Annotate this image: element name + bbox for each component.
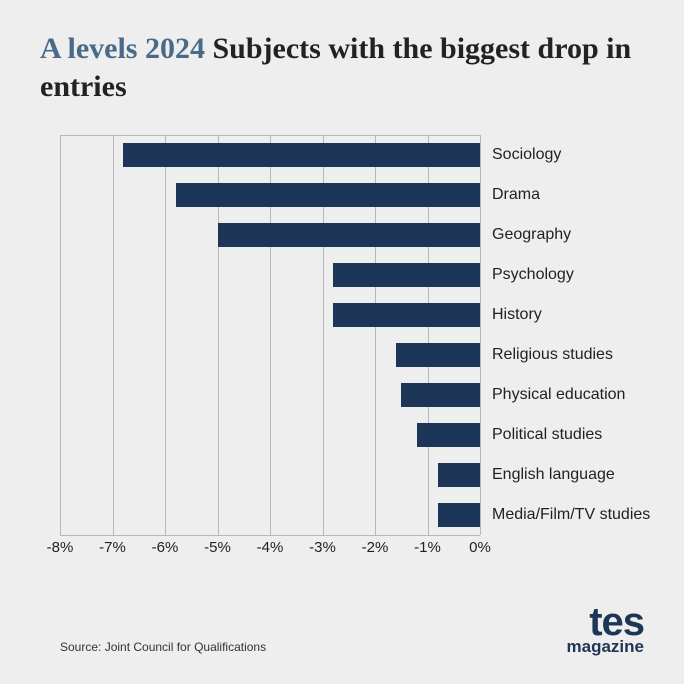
x-tick-label: -3% [309, 539, 336, 556]
bar-label: Political studies [492, 423, 602, 447]
x-tick-label: -8% [47, 539, 74, 556]
x-tick-label: -2% [362, 539, 389, 556]
bar-label: Media/Film/TV studies [492, 503, 650, 527]
bar [218, 223, 481, 247]
bar-row: Geography [60, 215, 680, 255]
title-accent: A levels 2024 [40, 32, 205, 65]
bar-label: History [492, 303, 542, 327]
x-tick-label: -6% [152, 539, 179, 556]
tes-logo: tes magazine [567, 606, 644, 654]
bar-row: History [60, 295, 680, 335]
x-tick-label: -4% [257, 539, 284, 556]
bar-row: Media/Film/TV studies [60, 495, 680, 535]
bar [401, 383, 480, 407]
bar-label: Religious studies [492, 343, 613, 367]
x-tick-label: -1% [414, 539, 441, 556]
bar-label: Physical education [492, 383, 625, 407]
logo-main: tes [567, 606, 644, 638]
chart-title: A levels 2024 Subjects with the biggest … [40, 30, 644, 105]
bar-label: Psychology [492, 263, 574, 287]
x-tick-label: -5% [204, 539, 231, 556]
bar-row: Religious studies [60, 335, 680, 375]
bar-row: Political studies [60, 415, 680, 455]
bar [438, 463, 480, 487]
bar [123, 143, 480, 167]
bar-row: Physical education [60, 375, 680, 415]
bar-row: Psychology [60, 255, 680, 295]
bar-row: English language [60, 455, 680, 495]
bar-label: Geography [492, 223, 571, 247]
bar-chart: -8%-7%-6%-5%-4%-3%-2%-1%0%SociologyDrama… [60, 135, 634, 535]
bar-label: Drama [492, 183, 540, 207]
bar [396, 343, 480, 367]
axis-line-bottom [60, 535, 480, 536]
bar-row: Sociology [60, 135, 680, 175]
bar-row: Drama [60, 175, 680, 215]
bar [417, 423, 480, 447]
bar [176, 183, 481, 207]
source-text: Source: Joint Council for Qualifications [60, 640, 266, 654]
x-tick-label: 0% [469, 539, 491, 556]
bar-label: Sociology [492, 143, 561, 167]
bar [438, 503, 480, 527]
logo-sub: magazine [567, 640, 644, 654]
bar-label: English language [492, 463, 615, 487]
x-tick-label: -7% [99, 539, 126, 556]
bar [333, 263, 480, 287]
bar [333, 303, 480, 327]
